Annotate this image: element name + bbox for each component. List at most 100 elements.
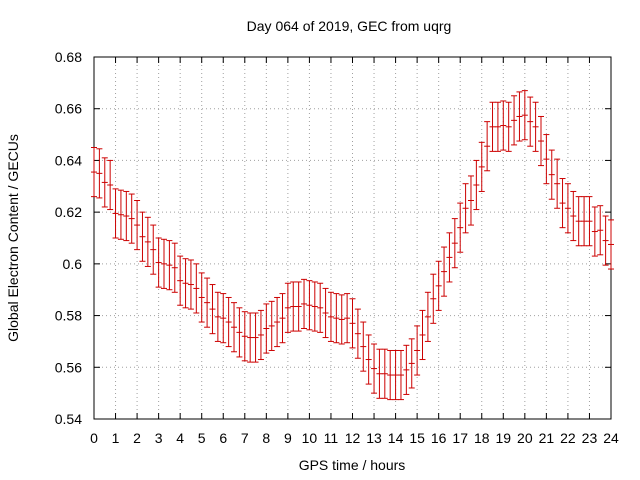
error-bar-point <box>414 325 421 376</box>
error-bar-point <box>441 246 448 297</box>
x-tick-label: 23 <box>582 430 598 446</box>
error-bar-point <box>516 91 523 142</box>
error-bar-point <box>527 96 534 147</box>
y-tick-label: 0.68 <box>55 49 82 65</box>
x-tick-label: 10 <box>302 430 318 446</box>
error-bar-point <box>381 348 388 399</box>
error-bar-point <box>511 95 518 146</box>
chart-title: Day 064 of 2019, GEC from uqrg <box>247 18 452 34</box>
error-bar-point <box>559 178 566 229</box>
error-bar-point <box>591 206 598 257</box>
error-bar-point <box>128 193 135 244</box>
error-bar-point <box>220 293 227 344</box>
error-bar-point <box>91 147 97 198</box>
x-tick-label: 18 <box>474 430 490 446</box>
error-bar-point <box>462 183 469 234</box>
error-bar-point <box>247 312 254 363</box>
error-bar-point <box>284 282 291 333</box>
error-bar-point <box>505 101 512 152</box>
error-bar-point <box>214 291 221 342</box>
error-bar-point <box>139 211 146 262</box>
x-tick-label: 12 <box>345 430 361 446</box>
error-bar-point <box>424 291 431 342</box>
error-bar-point <box>435 260 442 311</box>
error-bars <box>91 90 614 401</box>
error-bar-point <box>204 277 211 328</box>
y-tick-label: 0.6 <box>63 256 83 272</box>
x-tick-label: 14 <box>388 430 404 446</box>
x-tick-label: 19 <box>496 430 512 446</box>
x-tick-label: 1 <box>112 430 120 446</box>
x-tick-label: 20 <box>517 430 533 446</box>
error-bar-point <box>581 196 588 247</box>
error-bar-point <box>225 296 232 348</box>
error-bar-point <box>274 296 281 348</box>
error-bar-point <box>198 272 205 323</box>
error-bar-point <box>290 281 297 332</box>
error-bar-point <box>295 281 302 332</box>
error-bar-point <box>489 101 496 152</box>
error-bar-point <box>473 159 480 211</box>
error-bar-point <box>333 293 340 344</box>
x-tick-label: 11 <box>324 430 339 446</box>
x-tick-label: 8 <box>262 430 270 446</box>
error-bar-point <box>101 157 108 208</box>
x-tick-label: 16 <box>431 430 447 446</box>
error-bar-point <box>96 148 103 199</box>
error-bar-point <box>360 321 367 372</box>
error-bar-point <box>354 308 361 359</box>
error-bar-point <box>392 349 399 401</box>
x-tick-label: 0 <box>90 430 98 446</box>
error-bar-point <box>484 121 491 172</box>
error-bar-point <box>301 278 308 329</box>
x-tick-label: 17 <box>452 430 468 446</box>
y-tick-label: 0.56 <box>55 359 82 375</box>
error-bar-point <box>117 189 124 240</box>
error-bar-point <box>478 141 485 192</box>
y-tick-labels: 0.54 0.56 0.58 0.6 0.62 0.64 0.66 0.68 <box>55 49 82 427</box>
x-tick-labels: 0 1 2 3 4 5 6 7 8 9 10 11 12 13 14 15 16 17 18 19 20 21 22 23 24 <box>90 430 619 446</box>
error-bar-point <box>209 284 216 335</box>
y-tick-label: 0.58 <box>55 308 82 324</box>
x-tick-label: 4 <box>176 430 184 446</box>
x-tick-label: 21 <box>539 430 555 446</box>
error-bar-point <box>317 282 324 333</box>
error-bar-point <box>521 90 528 141</box>
error-bar-point <box>112 188 119 239</box>
error-bar-point <box>182 258 189 309</box>
error-bar-point <box>537 115 544 167</box>
error-bar-point <box>387 349 394 401</box>
error-bar-point <box>500 100 507 151</box>
error-bar-point <box>166 240 173 291</box>
error-bar-point <box>365 334 372 385</box>
error-bar-point <box>419 309 426 361</box>
error-bar-point <box>397 349 404 401</box>
error-bar-point <box>457 202 464 253</box>
error-bar-point <box>548 149 555 200</box>
error-bar-point <box>306 280 313 331</box>
error-bar-point <box>408 338 415 389</box>
error-bar-point <box>123 190 130 242</box>
error-bar-point <box>311 281 318 332</box>
error-bar-point <box>236 307 243 358</box>
y-axis-label: Global Electron Content / GECUs <box>5 134 21 342</box>
y-tick-label: 0.62 <box>55 204 82 220</box>
error-bar-point <box>494 101 501 152</box>
error-bar-point <box>322 287 329 339</box>
error-bar-point <box>107 159 114 211</box>
error-bar-point <box>451 218 458 269</box>
x-tick-label: 22 <box>560 430 576 446</box>
error-bar-point <box>257 309 264 361</box>
error-bar-point <box>376 348 383 399</box>
x-tick-label: 7 <box>241 430 249 446</box>
error-bar-point <box>327 291 334 342</box>
x-tick-label: 2 <box>133 430 141 446</box>
error-bar-point <box>150 224 157 275</box>
x-tick-label: 3 <box>155 430 163 446</box>
error-bar-point <box>575 196 582 247</box>
error-bar-point <box>467 175 474 226</box>
error-bar-point <box>268 300 275 351</box>
error-bar-point <box>193 263 200 314</box>
